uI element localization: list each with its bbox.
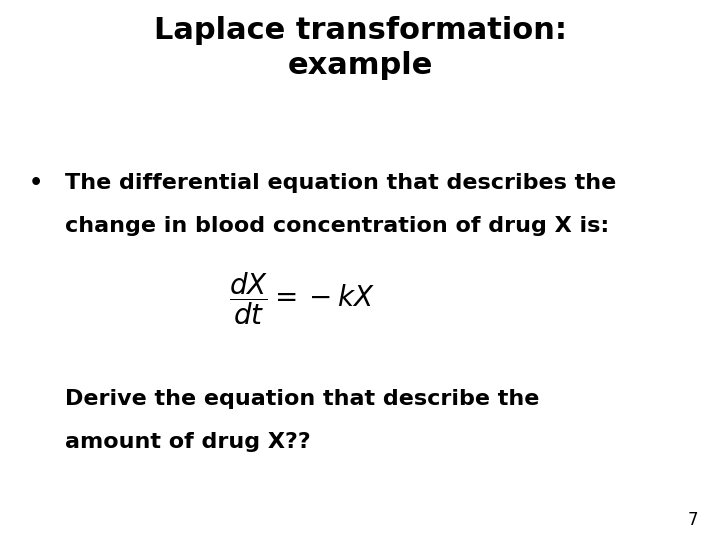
Text: $\dfrac{dX}{dt} = -kX$: $\dfrac{dX}{dt} = -kX$ [230, 270, 375, 327]
Text: 7: 7 [688, 511, 698, 529]
Text: Laplace transformation:
example: Laplace transformation: example [153, 16, 567, 80]
Text: The differential equation that describes the: The differential equation that describes… [65, 173, 616, 193]
Text: change in blood concentration of drug X is:: change in blood concentration of drug X … [65, 216, 609, 236]
Text: amount of drug X??: amount of drug X?? [65, 432, 310, 452]
Text: Derive the equation that describe the: Derive the equation that describe the [65, 389, 539, 409]
Text: •: • [29, 173, 43, 193]
